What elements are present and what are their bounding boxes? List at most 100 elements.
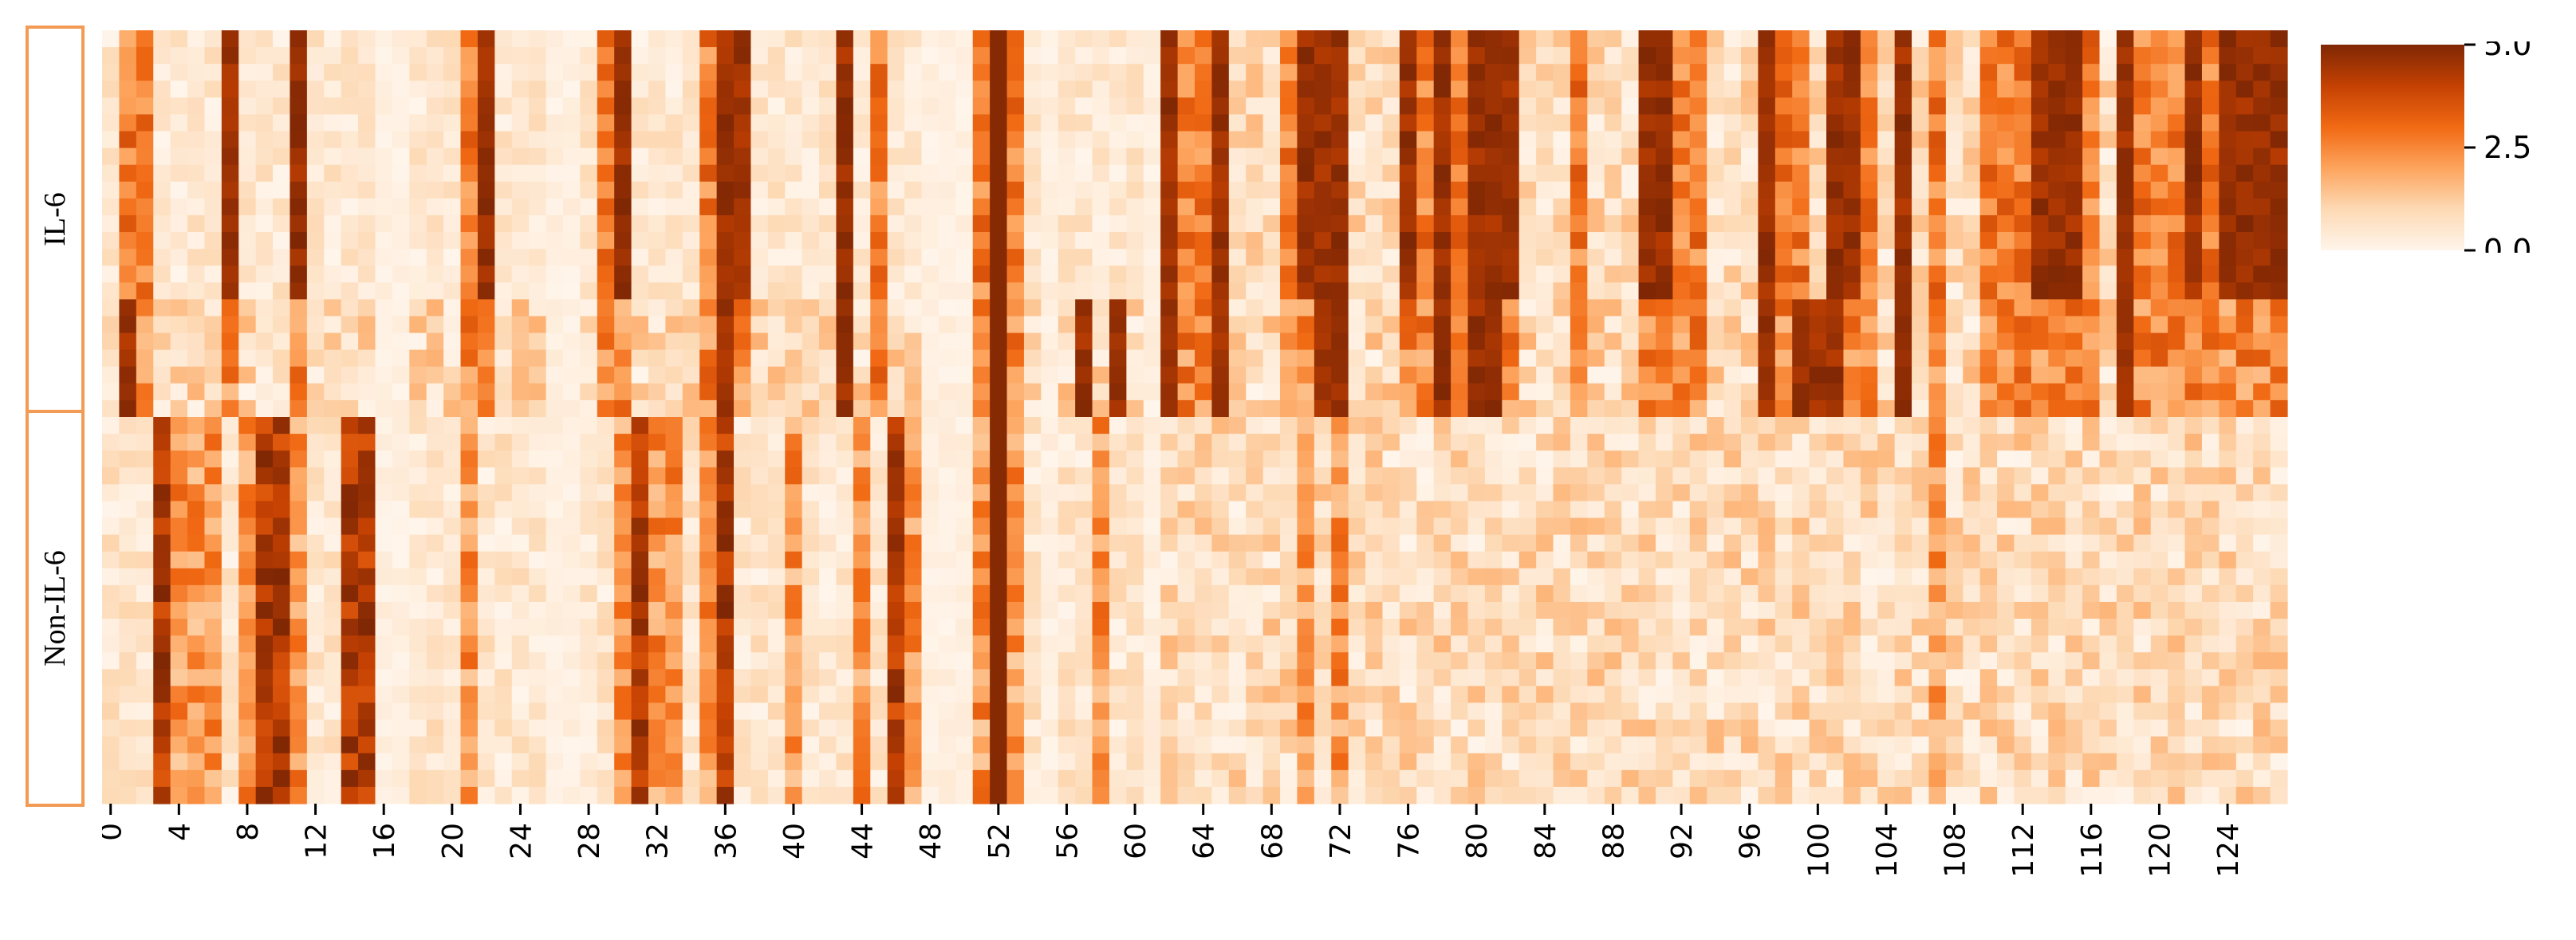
heatmap-cell bbox=[1023, 181, 1042, 199]
heatmap-cell bbox=[699, 601, 718, 619]
heatmap-cell bbox=[119, 265, 137, 283]
heatmap-cell bbox=[1809, 316, 1827, 334]
heatmap-cell bbox=[1928, 501, 1947, 519]
heatmap-cell bbox=[2235, 652, 2254, 670]
heatmap-cell bbox=[750, 232, 769, 250]
heatmap-cell bbox=[1553, 181, 1571, 199]
heatmap-cell bbox=[1570, 249, 1588, 266]
heatmap-cell bbox=[716, 282, 735, 300]
heatmap-cell bbox=[1399, 232, 1417, 250]
heatmap-cell bbox=[836, 232, 854, 250]
heatmap-cell bbox=[460, 349, 479, 368]
heatmap-cell bbox=[2133, 64, 2152, 81]
heatmap-cell bbox=[1553, 265, 1571, 283]
heatmap-cell bbox=[1536, 164, 1554, 183]
heatmap-cell bbox=[460, 652, 479, 670]
heatmap-cell bbox=[614, 114, 632, 132]
heatmap-cell bbox=[324, 81, 342, 98]
heatmap-cell bbox=[972, 64, 991, 81]
heatmap-cell bbox=[1723, 131, 1742, 149]
heatmap-cell bbox=[324, 450, 342, 468]
heatmap-cell bbox=[1912, 232, 1930, 250]
heatmap-cell bbox=[716, 349, 735, 368]
heatmap-cell bbox=[1689, 652, 1707, 670]
heatmap-cell bbox=[2099, 265, 2117, 283]
heatmap-cell bbox=[682, 198, 700, 216]
heatmap-cell bbox=[1518, 417, 1537, 435]
heatmap-cell bbox=[921, 652, 939, 670]
heatmap-cell bbox=[306, 584, 325, 603]
heatmap-cell bbox=[546, 30, 564, 48]
heatmap-cell bbox=[1587, 131, 1605, 149]
heatmap-cell bbox=[2150, 652, 2168, 670]
heatmap-cell bbox=[1928, 265, 1947, 283]
heatmap-cell bbox=[887, 114, 905, 132]
heatmap-cell bbox=[1109, 669, 1127, 686]
heatmap-cell bbox=[409, 198, 427, 216]
heatmap-cell bbox=[1928, 383, 1947, 401]
heatmap-cell bbox=[1570, 383, 1588, 401]
heatmap-cell bbox=[1348, 249, 1366, 266]
heatmap-cell bbox=[324, 399, 342, 418]
heatmap-cell bbox=[1297, 434, 1315, 451]
heatmap-cell bbox=[477, 349, 495, 368]
heatmap-cell bbox=[1997, 282, 2015, 300]
heatmap-cell bbox=[580, 81, 598, 98]
heatmap-cell bbox=[2116, 399, 2134, 418]
heatmap-cell bbox=[2168, 383, 2186, 401]
heatmap-cell bbox=[2014, 299, 2032, 317]
heatmap-cell bbox=[1997, 198, 2015, 216]
heatmap-cell bbox=[341, 669, 359, 686]
heatmap-cell bbox=[990, 450, 1008, 468]
heatmap-cell bbox=[1741, 434, 1759, 451]
heatmap-cell bbox=[1382, 214, 1400, 233]
heatmap-cell bbox=[1109, 484, 1127, 502]
heatmap-cell bbox=[562, 534, 581, 553]
heatmap-cell bbox=[1894, 467, 1912, 485]
heatmap-cell bbox=[153, 601, 171, 619]
heatmap-cell bbox=[119, 669, 137, 686]
heatmap-cell bbox=[1160, 114, 1179, 132]
heatmap-cell bbox=[1570, 467, 1588, 485]
heatmap-cell bbox=[2150, 316, 2168, 334]
heatmap-cell bbox=[1143, 635, 1161, 653]
heatmap-cell bbox=[1502, 635, 1520, 653]
heatmap-cell bbox=[290, 232, 308, 250]
heatmap-cell bbox=[1553, 316, 1571, 334]
heatmap-cell bbox=[1314, 265, 1332, 283]
heatmap-cell bbox=[1979, 669, 1998, 686]
heatmap-cell bbox=[734, 232, 752, 250]
heatmap-cell bbox=[716, 47, 735, 65]
heatmap-cell bbox=[2184, 164, 2203, 183]
heatmap-cell bbox=[1945, 399, 1964, 418]
heatmap-cell bbox=[716, 198, 735, 216]
heatmap-cell bbox=[1707, 517, 1725, 536]
heatmap-cell bbox=[1451, 484, 1469, 502]
heatmap-cell bbox=[1536, 669, 1554, 686]
heatmap-cell bbox=[1211, 64, 1230, 81]
heatmap-cell bbox=[562, 316, 581, 334]
heatmap-cell bbox=[443, 47, 462, 65]
heatmap-cell bbox=[767, 131, 786, 149]
heatmap-cell bbox=[273, 619, 291, 636]
heatmap-cell bbox=[2270, 366, 2288, 384]
heatmap-cell bbox=[990, 484, 1008, 502]
heatmap-cell bbox=[1177, 635, 1195, 653]
heatmap-cell bbox=[819, 652, 837, 670]
heatmap-cell bbox=[1672, 332, 1691, 351]
heatmap-cell bbox=[1536, 282, 1554, 300]
heatmap-cell bbox=[2014, 366, 2032, 384]
heatmap-cell bbox=[2133, 299, 2152, 317]
heatmap-cell bbox=[375, 332, 393, 351]
heatmap-cell bbox=[648, 383, 667, 401]
heatmap-cell bbox=[119, 534, 137, 553]
heatmap-cell bbox=[853, 551, 871, 569]
heatmap-cell bbox=[238, 114, 257, 132]
heatmap-cell bbox=[1280, 114, 1298, 132]
heatmap-cell bbox=[580, 164, 598, 183]
heatmap-cell bbox=[1382, 316, 1400, 334]
heatmap-cell bbox=[631, 669, 649, 686]
heatmap-cell bbox=[1467, 214, 1486, 233]
heatmap-cell bbox=[1792, 366, 1810, 384]
heatmap-cell bbox=[682, 97, 700, 116]
